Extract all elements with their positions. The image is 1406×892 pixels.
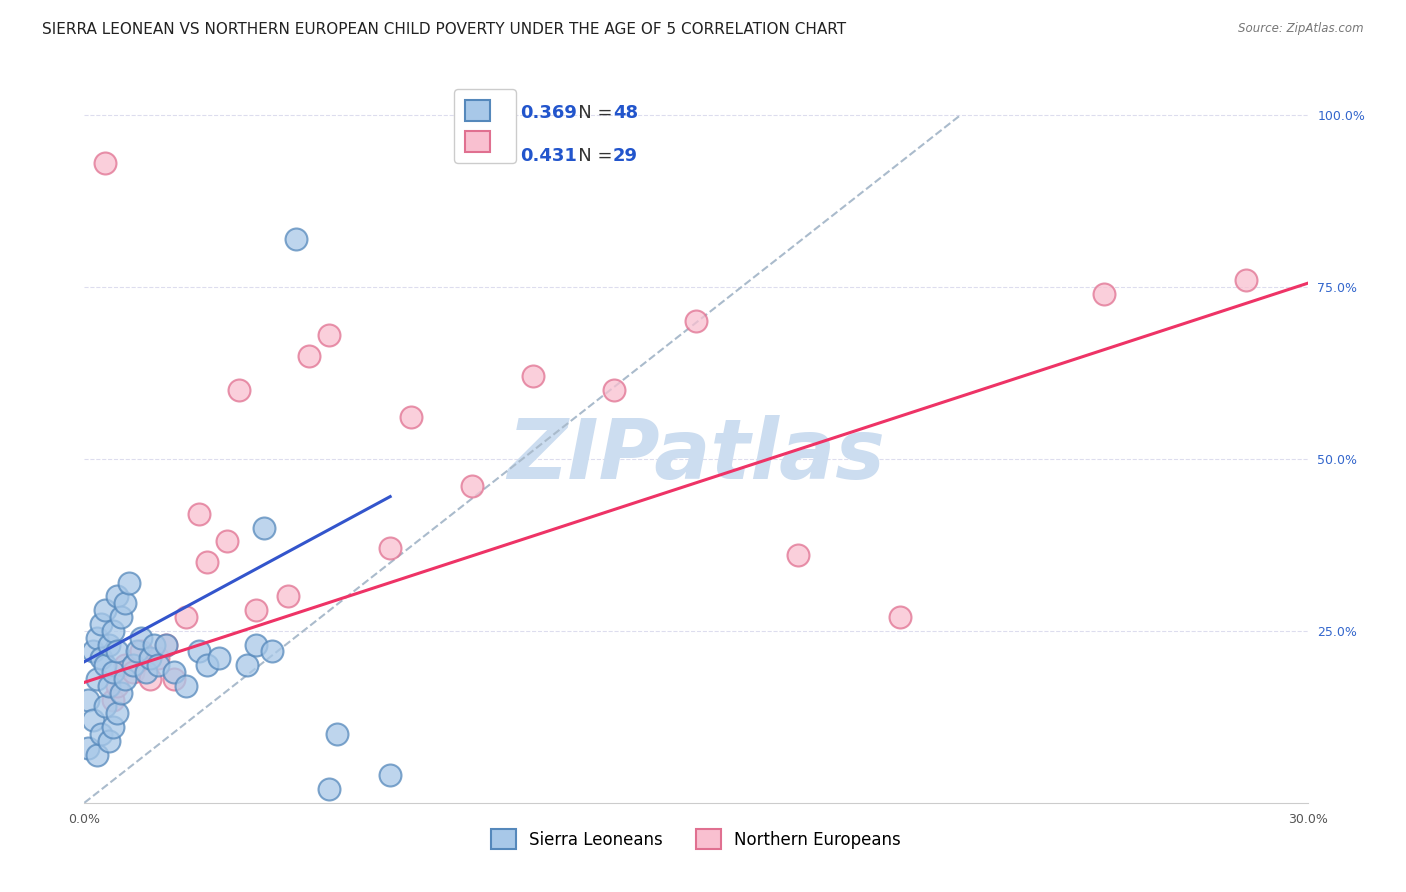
Point (228, 383, 250, 397)
Point (114, 672, 136, 686)
Point (187, 507, 209, 521)
Point (131, 631, 153, 645)
Text: R =: R = (475, 147, 515, 165)
Text: N =: N = (561, 103, 619, 122)
Point (110, 686, 132, 700)
Point (146, 658, 169, 673)
Point (127, 644, 149, 658)
Point (135, 665, 157, 679)
Text: R =: R = (475, 103, 515, 122)
Point (174, 679, 197, 693)
Point (93, 699, 115, 714)
Point (298, 349, 321, 363)
Text: 0.369: 0.369 (520, 103, 576, 122)
Text: 0.431: 0.431 (520, 147, 576, 165)
Point (105, 644, 128, 658)
Point (461, 479, 484, 493)
Point (77, 692, 100, 706)
Point (105, 706, 128, 721)
Point (101, 665, 124, 679)
Point (155, 638, 177, 652)
Point (90, 651, 112, 665)
Point (285, 231, 308, 245)
Point (195, 658, 218, 673)
Point (97, 679, 120, 693)
Point (105, 679, 128, 693)
Point (114, 658, 136, 673)
Point (118, 575, 141, 590)
Text: 29: 29 (613, 147, 638, 165)
Point (93, 603, 115, 617)
Point (685, 314, 707, 328)
Point (82, 713, 104, 727)
Point (318, 327, 340, 342)
Point (236, 658, 259, 673)
Point (110, 610, 132, 624)
Point (245, 638, 267, 652)
Point (90, 616, 112, 631)
Text: N =: N = (561, 147, 619, 165)
Point (326, 727, 349, 741)
Point (217, 534, 239, 549)
Point (260, 644, 283, 658)
Point (122, 658, 145, 673)
Point (889, 610, 911, 624)
Point (1236, 273, 1258, 287)
Point (90, 727, 112, 741)
Point (122, 665, 145, 679)
Point (163, 672, 186, 686)
Point (399, 410, 422, 425)
Point (131, 644, 153, 658)
Point (208, 651, 231, 665)
Point (155, 638, 177, 652)
Text: 48: 48 (613, 103, 638, 122)
Point (277, 590, 299, 604)
Point (146, 651, 169, 665)
Point (93, 658, 115, 673)
Point (101, 720, 124, 734)
Point (93, 156, 115, 170)
Legend: Sierra Leoneans, Northern Europeans: Sierra Leoneans, Northern Europeans (484, 822, 908, 856)
Point (97, 638, 120, 652)
Point (522, 369, 544, 384)
Point (174, 610, 197, 624)
Point (138, 672, 160, 686)
Point (380, 768, 402, 782)
Point (142, 638, 165, 652)
Point (1092, 286, 1115, 301)
Text: Source: ZipAtlas.com: Source: ZipAtlas.com (1239, 22, 1364, 36)
Point (253, 520, 276, 534)
Point (787, 548, 810, 562)
Point (101, 692, 124, 706)
Point (163, 665, 186, 679)
Point (318, 782, 340, 797)
Point (195, 555, 218, 569)
Point (603, 383, 626, 397)
Text: SIERRA LEONEAN VS NORTHERN EUROPEAN CHILD POVERTY UNDER THE AGE OF 5 CORRELATION: SIERRA LEONEAN VS NORTHERN EUROPEAN CHIL… (42, 22, 846, 37)
Point (187, 644, 209, 658)
Point (114, 596, 136, 610)
Point (86, 672, 108, 686)
Text: ZIPatlas: ZIPatlas (508, 416, 884, 497)
Point (101, 624, 124, 638)
Point (86, 631, 108, 645)
Point (105, 590, 128, 604)
Point (82, 644, 104, 658)
Point (77, 740, 100, 755)
Point (138, 651, 160, 665)
Point (245, 603, 267, 617)
Point (86, 747, 108, 762)
Point (97, 734, 120, 748)
Point (380, 541, 402, 556)
